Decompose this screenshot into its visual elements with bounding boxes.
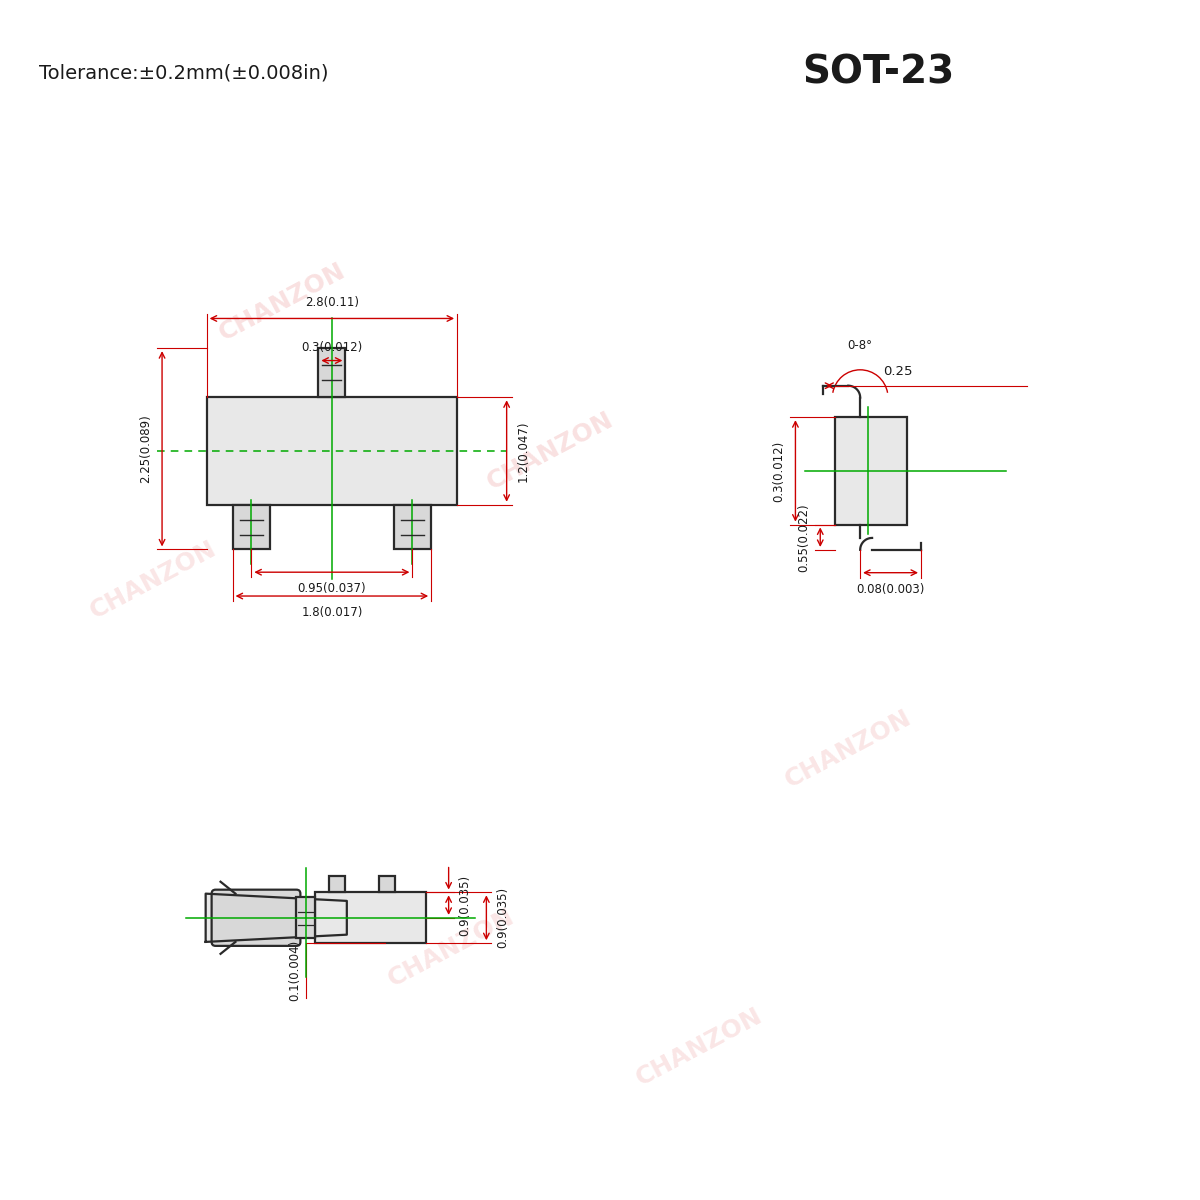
Text: 0.95(0.037): 0.95(0.037) xyxy=(298,582,366,595)
Bar xyxy=(379,876,395,893)
FancyBboxPatch shape xyxy=(211,889,300,946)
Text: CHANZON: CHANZON xyxy=(215,259,349,346)
Text: CHANZON: CHANZON xyxy=(781,706,916,792)
Text: 0.1(0.004): 0.1(0.004) xyxy=(288,940,301,1001)
Text: SOT-23: SOT-23 xyxy=(802,54,954,92)
Text: 0.08(0.003): 0.08(0.003) xyxy=(857,583,925,595)
Bar xyxy=(233,505,270,550)
Text: 1.2(0.047): 1.2(0.047) xyxy=(516,420,529,481)
Text: CHANZON: CHANZON xyxy=(384,904,518,991)
Polygon shape xyxy=(205,894,347,942)
Text: 2.25(0.089): 2.25(0.089) xyxy=(139,414,152,484)
Text: CHANZON: CHANZON xyxy=(484,408,618,494)
Bar xyxy=(316,893,426,943)
Bar xyxy=(296,898,316,938)
Text: CHANZON: CHANZON xyxy=(632,1003,767,1091)
Text: 0.55(0.022): 0.55(0.022) xyxy=(797,503,810,571)
Text: 2.8(0.11): 2.8(0.11) xyxy=(305,295,359,308)
Bar xyxy=(206,397,457,505)
Bar xyxy=(318,348,346,397)
Text: 0-8°: 0-8° xyxy=(847,338,872,352)
Bar xyxy=(835,418,907,524)
Text: 0.3(0.012): 0.3(0.012) xyxy=(773,440,786,502)
Bar xyxy=(347,901,410,935)
Bar xyxy=(394,505,431,550)
Text: 1.8(0.017): 1.8(0.017) xyxy=(301,606,362,619)
Text: 0.9(0.035): 0.9(0.035) xyxy=(458,875,472,936)
Text: Tolerance:±0.2mm(±0.008in): Tolerance:±0.2mm(±0.008in) xyxy=(38,64,329,83)
Text: 0.9(0.035): 0.9(0.035) xyxy=(497,887,509,948)
Text: 0.25: 0.25 xyxy=(883,365,912,378)
Text: 0.3(0.012): 0.3(0.012) xyxy=(301,341,362,354)
Text: CHANZON: CHANZON xyxy=(85,536,221,624)
Bar xyxy=(330,876,346,893)
